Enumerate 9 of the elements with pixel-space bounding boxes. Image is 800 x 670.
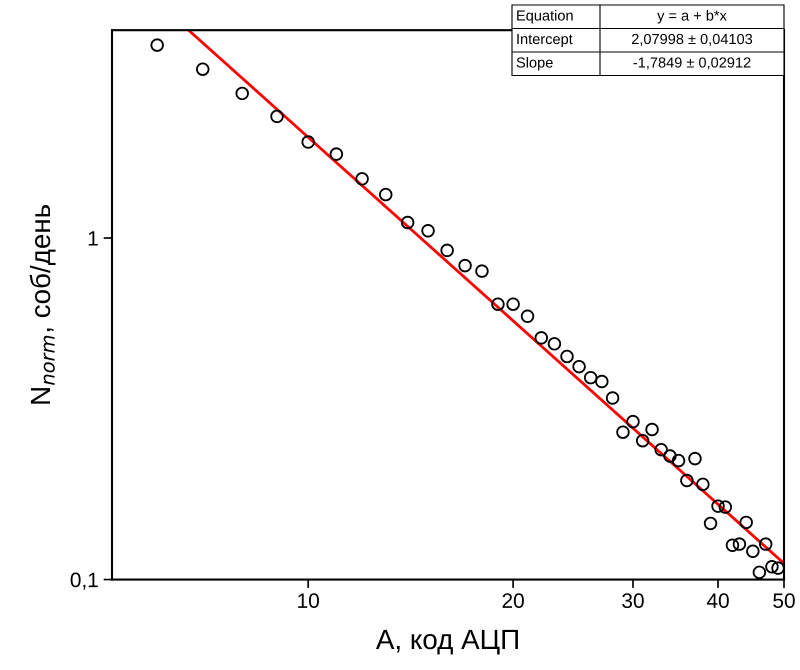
x-tick-label: 30 bbox=[622, 593, 644, 608]
x-tick-label: 10 bbox=[298, 593, 319, 608]
x-tick-label: 20 bbox=[502, 593, 524, 608]
x-axis-title: A, код АЦП bbox=[376, 630, 518, 654]
y-axis-title: N$_{norm}$, соб/день bbox=[30, 204, 56, 404]
y-tick-label: 1 bbox=[88, 231, 98, 246]
y-tick-label: 0,1 bbox=[70, 572, 98, 590]
x-tick-label: 50 bbox=[773, 593, 795, 608]
x-tick-label: 40 bbox=[706, 593, 729, 608]
